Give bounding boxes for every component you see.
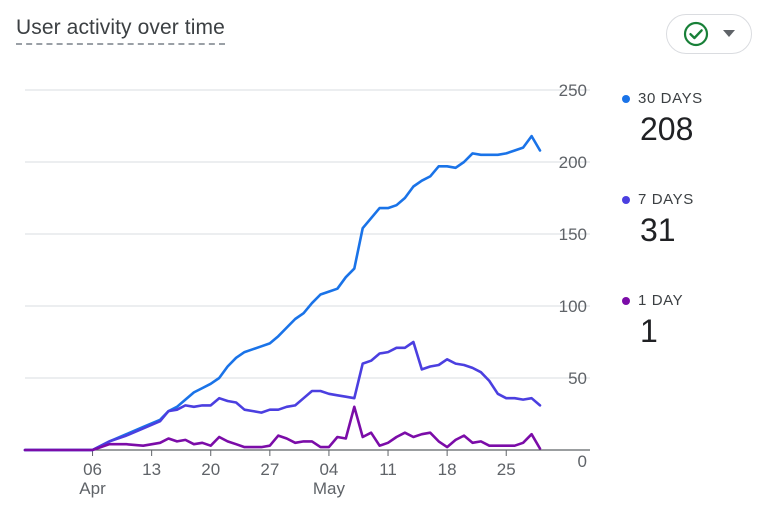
legend-value: 1 <box>640 313 658 349</box>
series-line-1-day <box>23 405 542 452</box>
legend-value: 31 <box>640 212 676 248</box>
legend-label: 30 DAYS <box>638 90 703 107</box>
legend-item-1-day: 1 DAY 1 <box>622 292 683 350</box>
x-tick-label: 06 <box>83 460 102 479</box>
legend-label: 1 DAY <box>638 292 684 309</box>
legend-item-30-days: 30 DAYS 208 <box>622 90 703 148</box>
y-tick-label: 250 <box>559 81 587 100</box>
y-tick-label: 100 <box>559 297 587 316</box>
y-tick-label: 150 <box>559 225 587 244</box>
chart-title: User activity over time <box>16 16 225 45</box>
legend-label: 7 DAYS <box>638 191 694 208</box>
x-tick-label: 11 <box>379 460 397 479</box>
x-tick-label: 18 <box>438 460 457 479</box>
legend-dot <box>622 195 630 204</box>
legend-value: 208 <box>640 111 694 147</box>
legend-dot <box>622 296 630 305</box>
status-dropdown-button[interactable] <box>666 14 752 54</box>
x-tick-label: 27 <box>260 460 279 479</box>
x-tick-label: 04 <box>319 460 338 479</box>
x-tick-label: 20 <box>201 460 220 479</box>
check-circle-icon <box>683 21 709 47</box>
x-tick-sublabel: May <box>313 479 346 498</box>
y-tick-label: 200 <box>559 153 587 172</box>
x-tick-label: 25 <box>497 460 516 479</box>
y-tick-label: 0 <box>578 452 587 471</box>
x-tick-label: 13 <box>142 460 161 479</box>
series-line-30-days <box>23 134 542 452</box>
legend-dot <box>622 94 630 103</box>
series-line-7-days <box>23 340 542 452</box>
caret-down-icon <box>723 30 735 38</box>
y-tick-label: 50 <box>568 369 587 388</box>
x-tick-sublabel: Apr <box>79 479 106 498</box>
legend-item-7-days: 7 DAYS 31 <box>622 191 694 249</box>
